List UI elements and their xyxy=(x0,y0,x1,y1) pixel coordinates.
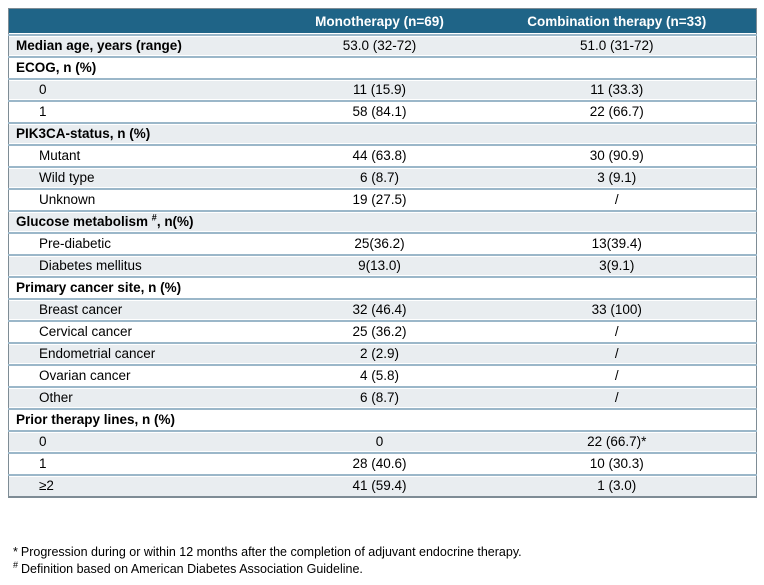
table-body: Median age, years (range) 53.0 (32-72) 51.… xyxy=(8,34,757,497)
hash-marker: # xyxy=(13,559,19,570)
table-row: Wild type 6 (8.7) 3 (9.1) xyxy=(8,166,757,190)
combination-value: 22 (66.7) xyxy=(477,100,757,124)
monotherapy-value: 11 (15.9) xyxy=(281,78,478,102)
combination-value: / xyxy=(477,342,757,366)
row-label: Ovarian cancer xyxy=(8,364,282,388)
header-monotherapy: Monotherapy (n=69) xyxy=(281,8,478,36)
combination-value: 22 (66.7)* xyxy=(477,430,757,454)
row-label: Other xyxy=(8,386,282,410)
row-label: Primary cancer site, n (%) xyxy=(8,276,757,300)
combination-value: 30 (90.9) xyxy=(477,144,757,168)
row-label: 1 xyxy=(8,452,282,476)
combination-value: / xyxy=(477,188,757,212)
table-row: Median age, years (range) 53.0 (32-72) 51.… xyxy=(8,34,757,58)
row-label: Unknown xyxy=(8,188,282,212)
table-row: Pre-diabetic 25(36.2) 13(39.4) xyxy=(8,232,757,256)
combination-value: 51.0 (31-72) xyxy=(477,34,757,58)
monotherapy-value: 58 (84.1) xyxy=(281,100,478,124)
monotherapy-value: 44 (63.8) xyxy=(281,144,478,168)
table-row: Glucose metabolism #, n(%) xyxy=(8,210,757,234)
row-label: 0 xyxy=(8,78,282,102)
table-row: Ovarian cancer 4 (5.8) / xyxy=(8,364,757,388)
row-label: ≥2 xyxy=(8,474,282,497)
combination-value: 1 (3.0) xyxy=(477,474,757,497)
table-row: ECOG, n (%) xyxy=(8,56,757,80)
header-empty-cell xyxy=(8,8,282,36)
monotherapy-value: 6 (8.7) xyxy=(281,166,478,190)
combination-value: 13(39.4) xyxy=(477,232,757,256)
monotherapy-value: 41 (59.4) xyxy=(281,474,478,497)
table-row: 1 28 (40.6) 10 (30.3) xyxy=(8,452,757,476)
footnotes: * Progression during or within 12 months … xyxy=(13,544,522,578)
table-header: Monotherapy (n=69) Combination therapy (… xyxy=(8,8,757,36)
monotherapy-value: 0 xyxy=(281,430,478,454)
combination-value: 3(9.1) xyxy=(477,254,757,278)
row-label: PIK3CA-status, n (%) xyxy=(8,122,757,146)
combination-value: 3 (9.1) xyxy=(477,166,757,190)
row-label: ECOG, n (%) xyxy=(8,56,757,80)
monotherapy-value: 19 (27.5) xyxy=(281,188,478,212)
combination-value: / xyxy=(477,320,757,344)
row-label: Endometrial cancer xyxy=(8,342,282,366)
table-row: Unknown 19 (27.5) / xyxy=(8,188,757,212)
patient-characteristics-table: Monotherapy (n=69) Combination therapy (… xyxy=(8,8,757,498)
table-row: Endometrial cancer 2 (2.9) / xyxy=(8,342,757,366)
row-label: Pre-diabetic xyxy=(8,232,282,256)
row-label: Cervical cancer xyxy=(8,320,282,344)
row-label: Prior therapy lines, n (%) xyxy=(8,408,757,432)
row-label: Wild type xyxy=(8,166,282,190)
table-row: Cervical cancer 25 (36.2) / xyxy=(8,320,757,344)
monotherapy-value: 28 (40.6) xyxy=(281,452,478,476)
table-row: 0 0 22 (66.7)* xyxy=(8,430,757,454)
label-superscript: # xyxy=(151,212,157,223)
combination-value: 11 (33.3) xyxy=(477,78,757,102)
row-label: 1 xyxy=(8,100,282,124)
table-row: 0 11 (15.9) 11 (33.3) xyxy=(8,78,757,102)
footnote-asterisk: * Progression during or within 12 months … xyxy=(13,544,522,561)
header-combination-therapy: Combination therapy (n=33) xyxy=(477,8,757,36)
monotherapy-value: 4 (5.8) xyxy=(281,364,478,388)
monotherapy-value: 9(13.0) xyxy=(281,254,478,278)
monotherapy-value: 53.0 (32-72) xyxy=(281,34,478,58)
header-row: Monotherapy (n=69) Combination therapy (… xyxy=(8,8,757,36)
table-row: 1 58 (84.1) 22 (66.7) xyxy=(8,100,757,124)
footnote-hash: # Definition based on American Diabetes A… xyxy=(13,559,522,578)
table-row: Breast cancer 32 (46.4) 33 (100) xyxy=(8,298,757,322)
row-label: 0 xyxy=(8,430,282,454)
footnote-hash-text: Definition based on American Diabetes As… xyxy=(21,562,363,576)
footnote-asterisk-text: Progression during or within 12 months a… xyxy=(20,545,522,559)
row-label: Glucose metabolism #, n(%) xyxy=(8,210,757,234)
monotherapy-value: 25 (36.2) xyxy=(281,320,478,344)
combination-value: / xyxy=(477,386,757,410)
table-row: Primary cancer site, n (%) xyxy=(8,276,757,300)
asterisk-marker: * xyxy=(13,545,18,559)
monotherapy-value: 2 (2.9) xyxy=(281,342,478,366)
table-row: Other 6 (8.7) / xyxy=(8,386,757,410)
row-label: Diabetes mellitus xyxy=(8,254,282,278)
combination-value: 33 (100) xyxy=(477,298,757,322)
table-row: Diabetes mellitus 9(13.0) 3(9.1) xyxy=(8,254,757,278)
combination-value: / xyxy=(477,364,757,388)
row-label: Median age, years (range) xyxy=(8,34,282,58)
table-row: ≥2 41 (59.4) 1 (3.0) xyxy=(8,474,757,497)
table-row: Prior therapy lines, n (%) xyxy=(8,408,757,432)
monotherapy-value: 6 (8.7) xyxy=(281,386,478,410)
combination-value: 10 (30.3) xyxy=(477,452,757,476)
monotherapy-value: 32 (46.4) xyxy=(281,298,478,322)
row-label: Breast cancer xyxy=(8,298,282,322)
table-row: PIK3CA-status, n (%) xyxy=(8,122,757,146)
table-row: Mutant 44 (63.8) 30 (90.9) xyxy=(8,144,757,168)
row-label: Mutant xyxy=(8,144,282,168)
monotherapy-value: 25(36.2) xyxy=(281,232,478,256)
